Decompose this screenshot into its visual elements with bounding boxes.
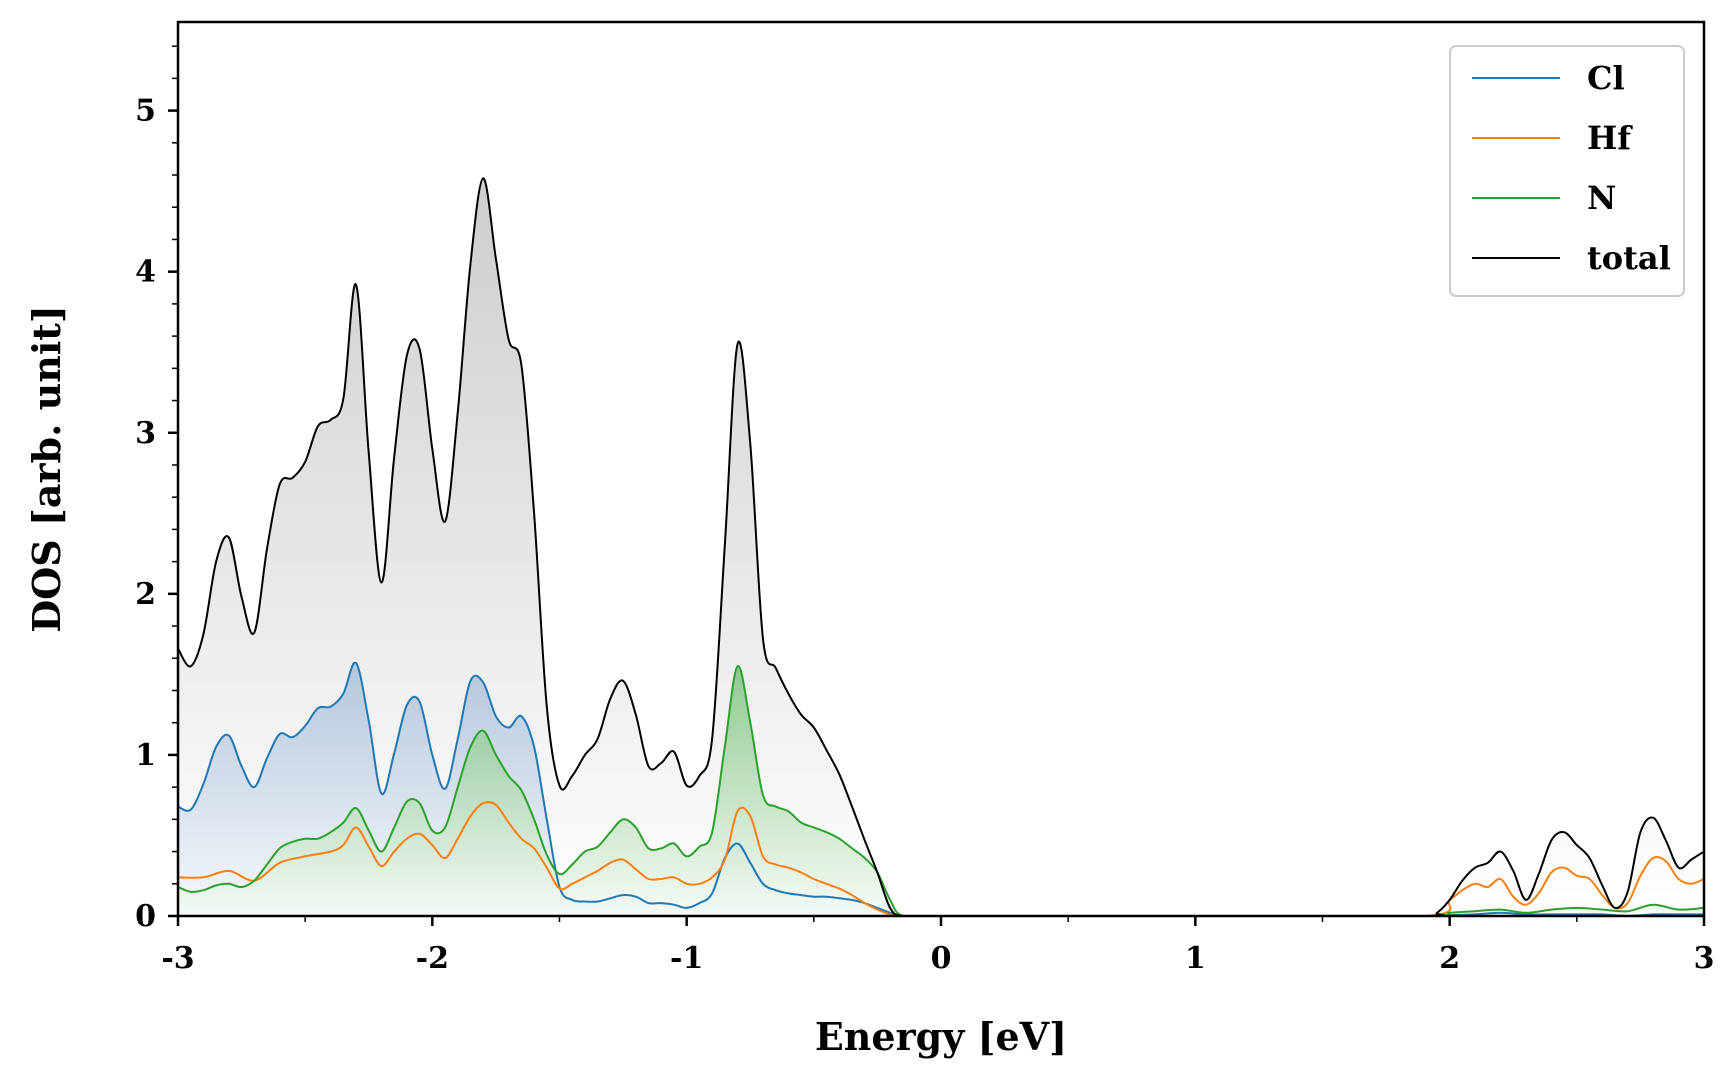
x-tick-label: -1	[670, 941, 703, 976]
series-line-hf	[178, 801, 1704, 916]
series-lines	[178, 177, 1704, 916]
y-tick-label: 3	[135, 416, 156, 451]
x-tick-label: 1	[1185, 941, 1206, 976]
x-tick-label: -3	[161, 941, 194, 976]
y-tick-label: 1	[135, 738, 156, 773]
y-axis-title: DOS [arb. unit]	[24, 305, 69, 633]
series-line-total	[178, 177, 1704, 916]
x-axis-title: Energy [eV]	[815, 1014, 1067, 1059]
series-line-cl	[178, 661, 1704, 916]
legend-label-total: total	[1587, 239, 1671, 277]
series-fill-n	[178, 666, 1704, 916]
y-tick-label: 5	[135, 94, 156, 129]
series-line-n	[178, 665, 1704, 916]
x-tick-label: -2	[416, 941, 449, 976]
x-tick-label: 0	[931, 941, 952, 976]
y-axis: 0 1 2 3 4 5	[135, 45, 178, 934]
legend-label-n: N	[1587, 179, 1616, 217]
y-tick-label: 2	[135, 577, 156, 612]
x-tick-label: 3	[1694, 941, 1715, 976]
legend-label-hf: Hf	[1587, 119, 1633, 157]
legend-label-cl: Cl	[1587, 59, 1625, 97]
y-tick-label: 0	[135, 899, 156, 934]
x-tick-label: 2	[1439, 941, 1460, 976]
legend-box	[1449, 45, 1685, 297]
y-tick-label: 4	[135, 255, 156, 290]
x-axis: -3 -2 -1 0 1 2 3	[161, 916, 1714, 976]
